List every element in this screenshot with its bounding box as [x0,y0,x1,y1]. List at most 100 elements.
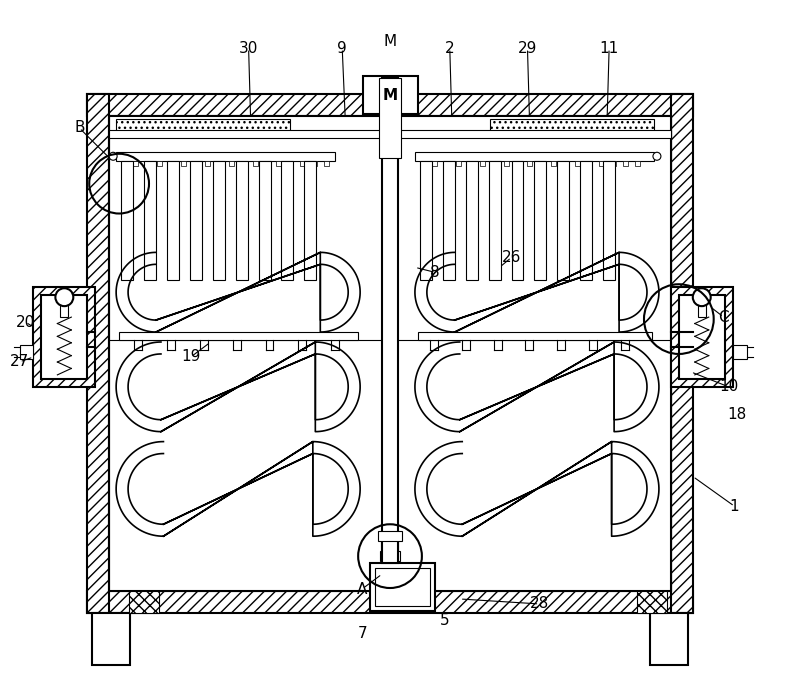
Bar [236,161,248,280]
Bar [375,568,430,606]
Bar [504,161,509,166]
Text: M: M [383,87,398,102]
Bar [217,161,221,166]
Bar [157,161,162,166]
Bar [264,161,270,166]
Bar [637,591,667,613]
Circle shape [693,289,711,306]
Bar [87,94,693,116]
Bar [312,161,317,166]
Bar [443,161,455,280]
Bar [41,295,87,379]
Bar [370,563,435,611]
Bar [193,161,198,166]
Bar [133,161,138,166]
Text: 26: 26 [501,250,521,265]
Bar [432,161,437,166]
Bar [121,161,133,280]
Text: C: C [718,310,729,324]
Bar [467,161,473,166]
Bar [635,161,640,166]
Text: 18: 18 [727,407,746,423]
Bar [698,305,706,317]
Bar [119,332,358,340]
Bar [418,332,652,340]
Bar [363,76,418,114]
Bar [116,119,290,133]
Bar [558,161,570,280]
Bar [277,161,282,166]
Bar [252,161,258,166]
Text: 8: 8 [430,264,440,280]
Bar [539,161,544,166]
Bar [87,94,109,613]
Bar [444,161,448,166]
Bar [587,161,592,166]
Bar [528,161,532,166]
Bar [378,531,402,541]
Bar [599,161,604,166]
Text: B: B [74,120,85,135]
Bar [466,161,478,280]
Bar [109,116,671,591]
Bar [305,161,316,280]
Bar [489,161,501,280]
Bar [679,295,725,379]
Bar [382,78,398,566]
Bar [732,345,747,359]
Circle shape [653,153,661,160]
Bar [145,161,150,166]
Text: 9: 9 [337,41,347,56]
Text: 30: 30 [239,41,259,56]
Bar [420,161,425,166]
Bar [181,161,186,166]
Bar [289,161,293,166]
Text: 20: 20 [16,315,35,330]
Bar [167,161,179,280]
Bar [671,94,693,613]
Text: 19: 19 [181,350,200,364]
Text: 5: 5 [440,613,449,629]
Bar [240,161,246,166]
Bar [516,161,520,166]
Bar [20,345,33,359]
Text: 2: 2 [445,41,455,56]
Bar [324,161,329,166]
Bar [93,613,130,665]
Bar [380,551,400,561]
Bar [229,161,233,166]
Bar [479,161,485,166]
Bar [205,161,210,166]
Text: 29: 29 [518,41,537,56]
Text: 27: 27 [10,354,29,370]
Text: 28: 28 [530,596,549,611]
Bar [109,130,671,138]
Bar [671,287,732,387]
Text: 10: 10 [719,379,738,394]
Bar [551,161,556,166]
Bar [604,161,615,280]
Bar [512,161,524,280]
Bar [116,152,335,161]
Bar [169,161,174,166]
Bar [563,161,568,166]
Bar [129,591,159,613]
Text: A: A [357,581,367,596]
Circle shape [109,153,117,160]
Bar [456,161,460,166]
Bar [60,305,68,317]
Bar [382,535,398,563]
Bar [415,152,654,161]
Bar [282,161,293,280]
Text: 7: 7 [358,627,367,642]
Bar [144,161,156,280]
Bar [490,119,654,133]
Bar [535,161,547,280]
Bar [190,161,202,280]
Bar [33,287,95,387]
Bar [301,161,305,166]
Bar [121,161,126,166]
Bar [581,161,592,280]
Bar [87,591,693,613]
Bar [420,161,432,280]
